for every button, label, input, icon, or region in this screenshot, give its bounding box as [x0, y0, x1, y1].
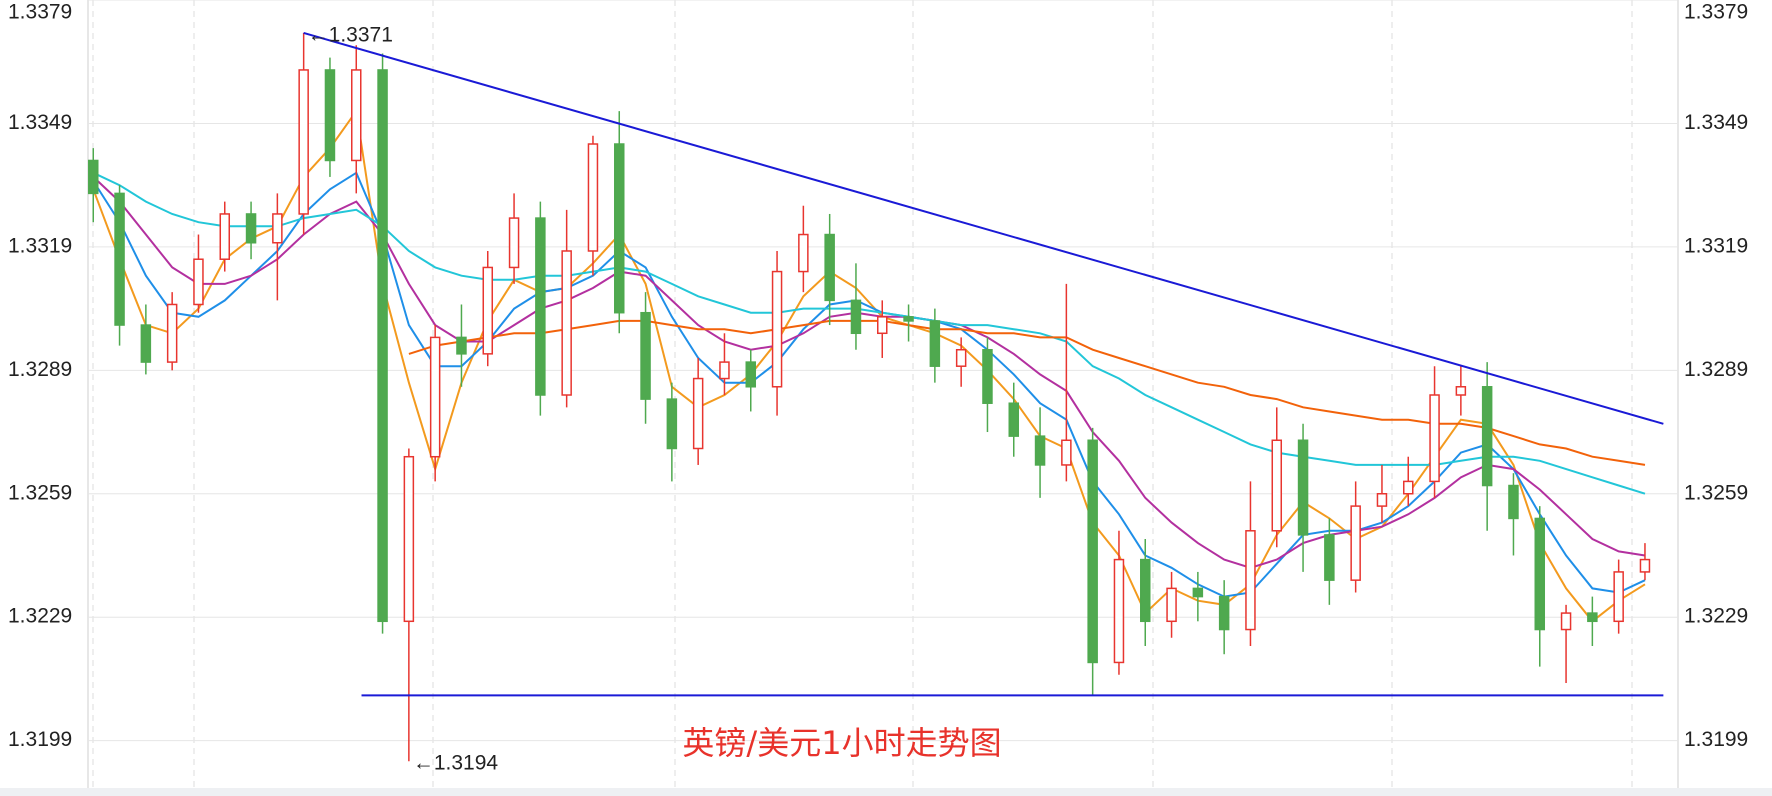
candle-body — [1455, 386, 1467, 396]
candle-body — [982, 348, 993, 404]
candle-body — [245, 213, 257, 244]
candle-body — [1061, 439, 1072, 466]
y-tick-label: 1.3259 — [8, 481, 72, 504]
candle-body — [955, 348, 967, 367]
candle-body — [166, 303, 178, 363]
candle-body — [88, 159, 99, 195]
y-tick-label: 1.3199 — [8, 728, 72, 751]
y-tick-label: 1.3319 — [8, 234, 72, 257]
candle-body — [1271, 439, 1283, 532]
candle-body — [1403, 480, 1414, 495]
candle-body — [614, 143, 625, 314]
candle-body — [377, 69, 388, 623]
candle-body — [1587, 612, 1598, 623]
candle-body — [745, 361, 757, 388]
candle-body — [1508, 484, 1519, 520]
y2-tick-label: 1.3259 — [1684, 481, 1748, 504]
y-tick-label: 1.3229 — [8, 605, 72, 628]
candle-body — [1613, 571, 1624, 623]
y2-tick-label: 1.3349 — [1684, 111, 1748, 134]
candle-body — [929, 320, 941, 367]
candle-body — [298, 69, 309, 215]
candle-body — [1350, 505, 1361, 581]
y-tick-label: 1.3289 — [8, 358, 72, 381]
candle-body — [193, 258, 204, 306]
y-tick-label: 1.3379 — [8, 1, 72, 24]
candle-body — [403, 455, 415, 623]
ma-line — [92, 171, 1646, 495]
candle-body — [1324, 534, 1335, 581]
candle-body — [1087, 439, 1098, 664]
ma-line — [92, 108, 1646, 623]
y2-tick-label: 1.3229 — [1684, 605, 1748, 628]
candle-body — [535, 217, 546, 396]
chart-title: 英镑/美元1小时走势图 — [682, 724, 1001, 762]
trend-line — [303, 31, 1664, 425]
candle-body — [1560, 612, 1572, 631]
y2-tick-label: 1.3289 — [1684, 358, 1748, 381]
annotation: ←1.3371 — [308, 23, 393, 46]
candle-body — [666, 398, 678, 450]
candle-body — [1140, 558, 1151, 623]
candle-body — [1534, 517, 1546, 631]
candle-body — [1166, 587, 1177, 623]
candle-body — [561, 250, 572, 396]
ma-line — [92, 171, 1646, 598]
y2-tick-label: 1.3199 — [1684, 728, 1748, 751]
candle-body — [324, 69, 336, 162]
candle-body — [508, 217, 520, 269]
candle-body — [877, 316, 888, 335]
candle-body — [903, 316, 914, 322]
candle-body — [719, 361, 730, 380]
candle-body — [1245, 530, 1256, 631]
y-tick-label: 1.3349 — [8, 111, 72, 134]
candle-body — [272, 213, 283, 244]
candle-body — [1034, 435, 1046, 466]
candle-body — [351, 69, 362, 162]
candle-body — [1192, 587, 1204, 598]
candle-body — [798, 233, 809, 273]
candle-body — [587, 143, 599, 252]
candle-body — [1008, 402, 1020, 437]
y2-tick-label: 1.3319 — [1684, 234, 1748, 257]
candle-body — [219, 213, 231, 260]
candle-body — [692, 377, 704, 450]
candle-body — [482, 266, 494, 355]
candle-body — [1429, 394, 1440, 483]
candle-body — [1297, 439, 1309, 536]
candle-body — [140, 324, 152, 363]
y2-tick-label: 1.3379 — [1684, 1, 1748, 24]
candle-body — [640, 311, 651, 400]
candle-body — [1113, 558, 1125, 664]
candle-body — [456, 336, 467, 355]
candle-body — [1376, 493, 1388, 507]
candle-body — [850, 299, 862, 335]
candle-body — [429, 336, 441, 458]
bottom-strip — [0, 788, 1772, 796]
candle-body — [824, 233, 835, 302]
candle-body — [1639, 558, 1651, 573]
ma-line — [92, 176, 1646, 569]
candle-body — [1481, 386, 1493, 487]
annotation: ←1.3194 — [413, 752, 499, 775]
candle-body — [1218, 595, 1230, 631]
candle-body — [114, 192, 125, 326]
candle-body — [771, 270, 783, 388]
